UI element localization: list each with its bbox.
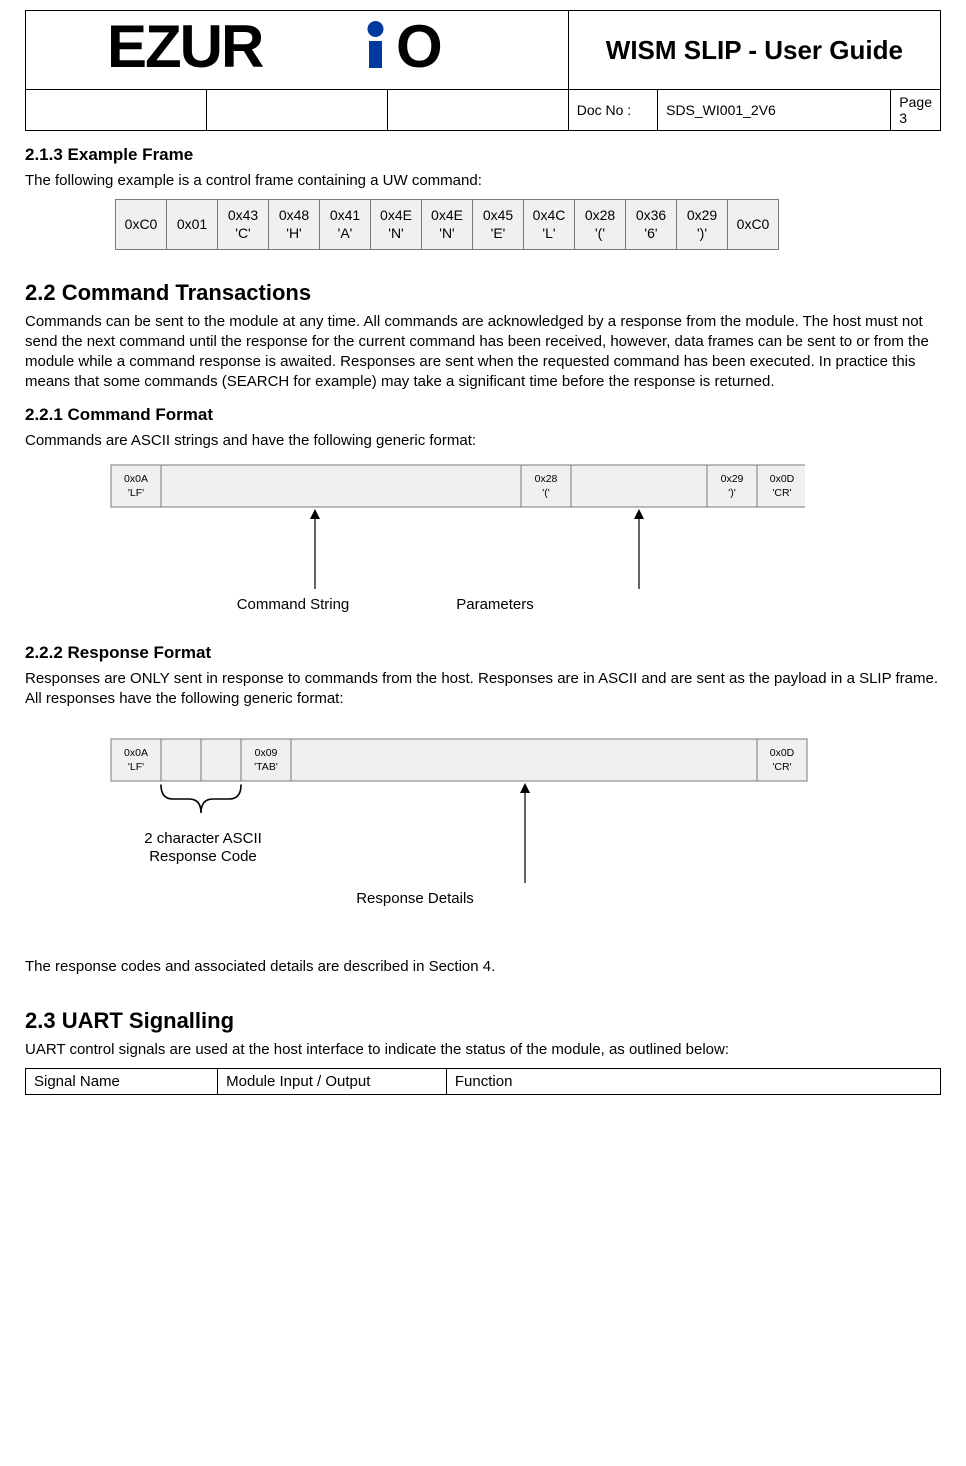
frame-cell: 0x41'A' [320,200,371,249]
frame-cell: 0x01 [167,200,218,249]
svg-text:0x0D: 0x0D [770,473,795,485]
signal-table-h3: Function [446,1068,940,1094]
heading-221: 2.2.1 Command Format [25,405,941,425]
header-table: EZUR O WISM SLIP - User Guide Doc No : S… [25,10,941,131]
para-213: The following example is a control frame… [25,171,941,191]
frame-cell: 0x4C'L' [524,200,575,249]
svg-text:0x09: 0x09 [255,747,278,759]
svg-text:'LF': 'LF' [128,761,144,773]
heading-222: 2.2.2 Response Format [25,643,941,663]
svg-text:0x28: 0x28 [535,473,558,485]
heading-23: 2.3 UART Signalling [25,1008,941,1034]
svg-text:Command String: Command String [237,596,350,613]
header-empty-2 [206,90,387,131]
svg-text:'(': '(' [542,487,550,499]
para-23: UART control signals are used at the hos… [25,1040,941,1060]
signal-table-h1: Signal Name [26,1068,218,1094]
frame-cell: 0xC0 [116,200,167,249]
heading-22: 2.2 Command Transactions [25,280,941,306]
frame-cell: 0xC0 [728,200,779,249]
svg-text:'CR': 'CR' [772,487,791,499]
svg-text:0x0D: 0x0D [770,747,795,759]
para-221: Commands are ASCII strings and have the … [25,431,941,451]
heading-213: 2.1.3 Example Frame [25,145,941,165]
svg-text:0x0A: 0x0A [124,747,148,759]
svg-text:')': ')' [728,487,736,499]
svg-text:0x29: 0x29 [721,473,744,485]
svg-text:Response Code: Response Code [149,848,257,865]
header-empty-3 [387,90,568,131]
command-format-diagram: 0x0A 'LF' 0x28 '(' 0x29 ')' 0x0D 'CR' Command St… [105,461,941,631]
svg-text:0x0A: 0x0A [124,473,148,485]
signal-table-h2: Module Input / Output [218,1068,447,1094]
frame-cell: 0x29')' [677,200,728,249]
signal-table: Signal Name Module Input / Output Functi… [25,1068,941,1095]
frame-cell: 0x48'H' [269,200,320,249]
svg-text:O: O [396,17,443,79]
para-222: Responses are ONLY sent in response to c… [25,669,941,710]
para-222-after: The response codes and associated detail… [25,957,941,977]
svg-text:EZUR: EZUR [107,17,264,79]
svg-text:'TAB': 'TAB' [254,761,278,773]
page-title: WISM SLIP - User Guide [568,11,940,90]
svg-text:Response Details: Response Details [356,890,474,907]
svg-text:'LF': 'LF' [128,487,144,499]
frame-cell: 0x45'E' [473,200,524,249]
frame-cell: 0x36'6' [626,200,677,249]
frame-cell: 0x4E'N' [371,200,422,249]
example-frame-table: 0xC00x010x43'C'0x48'H'0x41'A'0x4E'N'0x4E… [115,199,779,249]
header-empty-1 [26,90,207,131]
response-format-diagram: 0x0A 'LF' 0x09 'TAB' 0x0D 'CR' 2 character ASC… [105,735,941,935]
doc-no-value: SDS_WI001_2V6 [658,90,891,131]
para-22: Commands can be sent to the module at an… [25,312,941,393]
page-number: Page 3 [891,90,941,131]
frame-cell: 0x43'C' [218,200,269,249]
logo-cell: EZUR O [26,11,569,90]
frame-cell: 0x28'(' [575,200,626,249]
ezurio-logo: EZUR O [107,17,487,79]
doc-no-label: Doc No : [568,90,657,131]
svg-text:Parameters: Parameters [456,596,534,613]
svg-text:2 character ASCII: 2 character ASCII [144,830,262,847]
svg-text:'CR': 'CR' [772,761,791,773]
frame-cell: 0x4E'N' [422,200,473,249]
